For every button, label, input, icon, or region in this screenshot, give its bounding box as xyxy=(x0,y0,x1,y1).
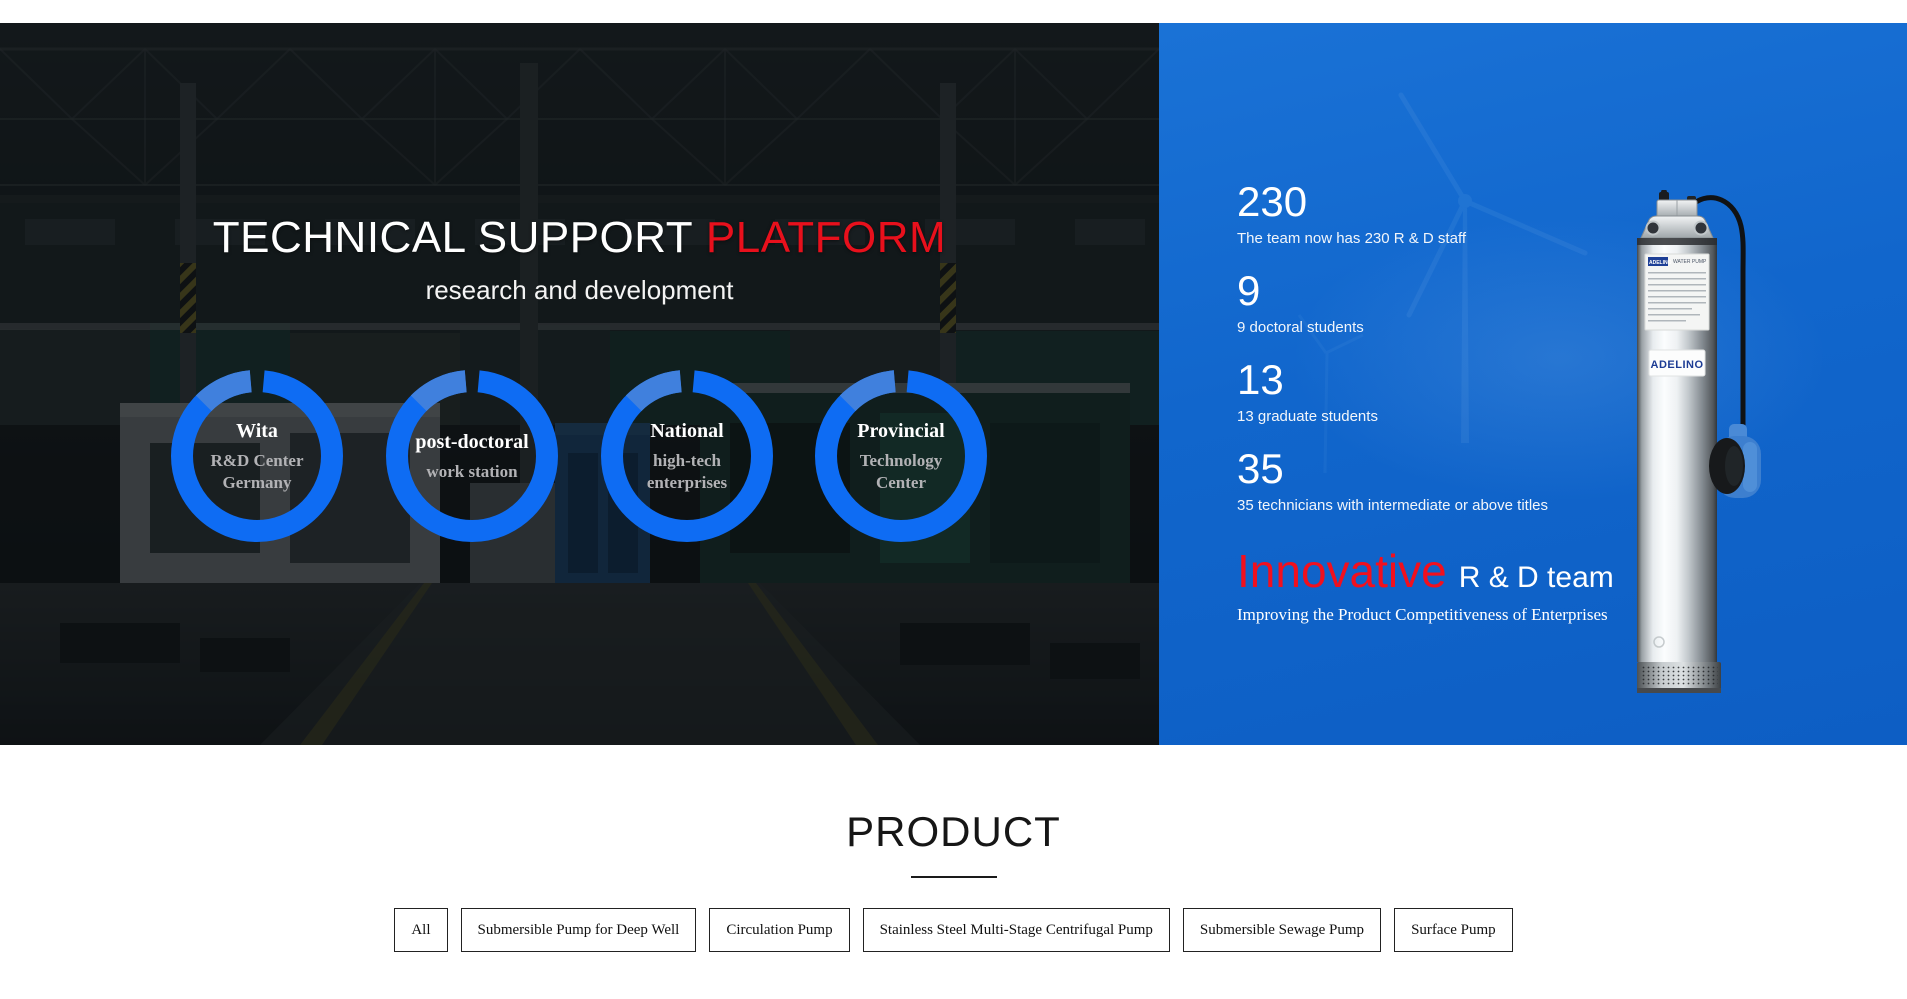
wind-turbine-graphic xyxy=(1297,92,1588,474)
stat-item-doctoral: 9 9 doctoral students xyxy=(1237,267,1548,337)
filter-button-circulation-pump[interactable]: Circulation Pump xyxy=(709,908,850,952)
filter-button-deep-well-pump[interactable]: Submersible Pump for Deep Well xyxy=(460,908,697,952)
ring-title: National xyxy=(650,419,724,442)
filter-button-multistage-pump[interactable]: Stainless Steel Multi-Stage Centrifugal … xyxy=(862,908,1170,952)
ring-text: post-doctoral work station xyxy=(386,370,558,542)
ring-title: Wita xyxy=(236,419,278,442)
ring-text: Wita R&D Center Germany xyxy=(171,370,343,542)
innovative-block: Innovative R & D team Improving the Prod… xyxy=(1237,548,1614,625)
innovative-caption: Improving the Product Competitiveness of… xyxy=(1237,605,1608,624)
hero-title-white: TECHNICAL SUPPORT xyxy=(212,213,694,262)
stat-value: 13 xyxy=(1237,356,1284,403)
hero-title: TECHNICAL SUPPORT PLATFORM xyxy=(0,213,1159,263)
feature-ring-national: National high-tech enterprises xyxy=(601,370,773,542)
hero-title-red-text: PLATFORM xyxy=(705,213,947,262)
hero-section: TECHNICAL SUPPORT PLATFORM research and … xyxy=(0,23,1907,745)
stat-value: 230 xyxy=(1237,178,1308,225)
ring-title: post-doctoral xyxy=(415,430,529,453)
product-heading: PRODUCT xyxy=(846,808,1061,855)
hero-title-red xyxy=(693,213,706,262)
filter-button-all[interactable]: All xyxy=(394,908,448,952)
stat-item-technicians: 35 35 technicians with intermediate or a… xyxy=(1237,445,1549,515)
innovative-white-text: R & D team xyxy=(1458,561,1614,594)
ring-graphic xyxy=(171,370,343,542)
ring-text: National high-tech enterprises xyxy=(601,370,773,542)
innovative-line: Innovative R & D team xyxy=(1237,548,1614,595)
ring-subtitle: Technology Center xyxy=(859,450,943,492)
ring-subtitle: high-tech enterprises xyxy=(646,450,728,492)
ring-graphic xyxy=(386,370,558,542)
ring-text: Provincial Technology Center xyxy=(815,370,987,542)
feature-ring-provincial: Provincial Technology Center xyxy=(815,370,987,542)
stat-item-rd-staff: 230 The team now has 230 R & D staff xyxy=(1237,178,1548,248)
stat-label: 35 technicians with intermediate or abov… xyxy=(1237,497,1549,514)
ring-subtitle: R&D Center Germany xyxy=(210,450,304,492)
hero-dark-overlay xyxy=(0,23,1159,745)
feature-ring-wita: Wita R&D Center Germany xyxy=(171,370,343,542)
float-switch xyxy=(1709,424,1761,498)
stat-label: 9 doctoral students xyxy=(1237,319,1364,336)
top-white-strip xyxy=(0,0,1907,23)
stat-value: 9 xyxy=(1237,267,1261,314)
filter-button-surface-pump[interactable]: Surface Pump xyxy=(1394,908,1513,952)
hero-left-photo-area: TECHNICAL SUPPORT PLATFORM research and … xyxy=(0,23,1159,745)
feature-ring-postdoctoral: post-doctoral work station xyxy=(386,370,558,542)
pump-brand-text: ADELINO xyxy=(1651,359,1704,371)
stat-value: 35 xyxy=(1237,445,1284,492)
submersible-pump-image: ADELINO WATER PUMP ADELINO xyxy=(1637,190,1761,693)
stats-list: 230 The team now has 230 R & D staff 9 9… xyxy=(1237,179,1548,535)
hero-subtitle: research and development xyxy=(425,275,734,305)
stats-panel: 230 The team now has 230 R & D staff 9 9… xyxy=(1159,23,1907,745)
pump-label-brand: ADELINO xyxy=(1649,260,1672,266)
product-section: PRODUCT All Submersible Pump for Deep We… xyxy=(0,745,1907,999)
filter-button-sewage-pump[interactable]: Submersible Sewage Pump xyxy=(1182,908,1382,952)
stat-label: 13 graduate students xyxy=(1237,408,1378,425)
ring-graphic xyxy=(815,370,987,542)
ring-title: Provincial xyxy=(857,419,945,442)
heading-underline xyxy=(910,876,997,878)
product-filter-bar: All Submersible Pump for Deep Well Circu… xyxy=(0,908,1907,952)
stat-label: The team now has 230 R & D staff xyxy=(1237,230,1467,247)
pump-label-subtitle: WATER PUMP xyxy=(1673,259,1707,265)
ring-graphic xyxy=(601,370,773,542)
stat-item-graduate: 13 13 graduate students xyxy=(1237,356,1548,426)
innovative-red-text: Innovative xyxy=(1237,545,1447,597)
ring-subtitle: work station xyxy=(426,461,518,481)
